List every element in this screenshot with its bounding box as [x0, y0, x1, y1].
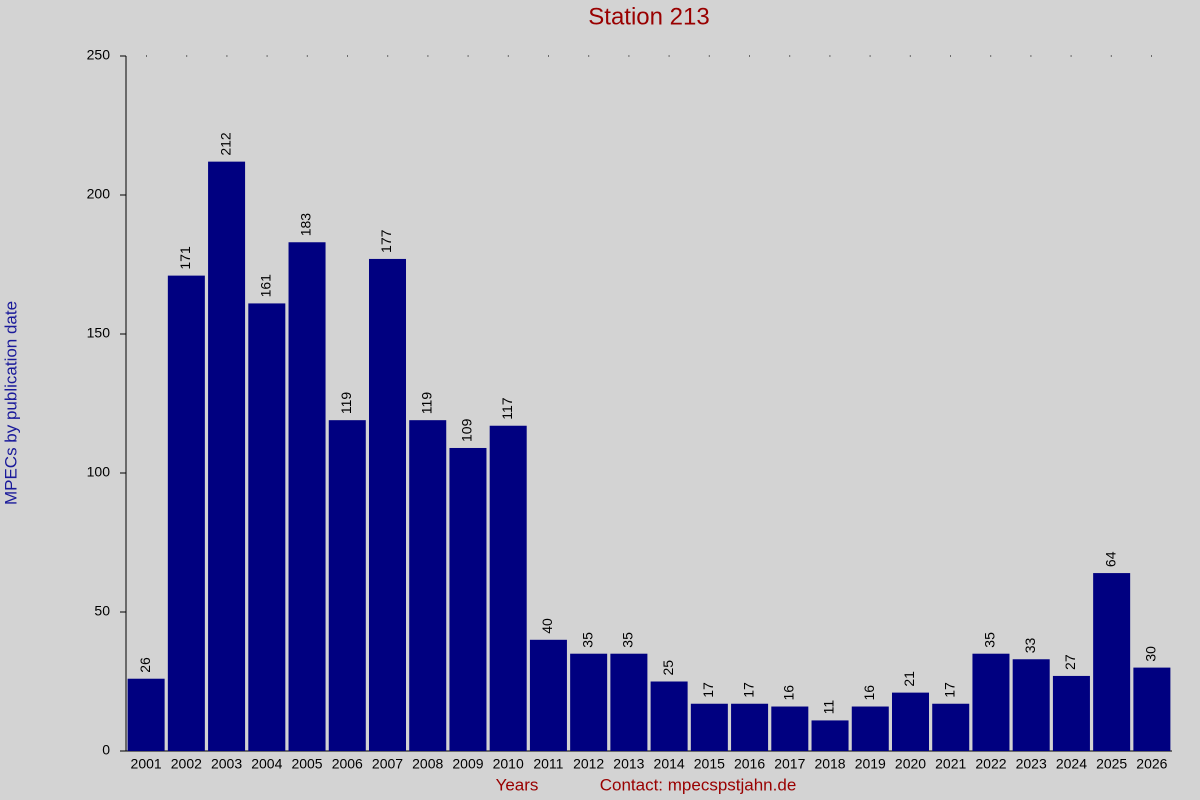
- x-tick-label: 2013: [613, 756, 644, 772]
- x-tick-label: 2016: [734, 756, 765, 772]
- y-tick-label: 0: [102, 742, 110, 758]
- value-label: 177: [378, 229, 394, 253]
- bar: [288, 242, 326, 751]
- x-tick-label: 2009: [452, 756, 483, 772]
- value-label: 25: [660, 660, 676, 676]
- x-tick-label: 2026: [1136, 756, 1167, 772]
- y-tick-label: 250: [87, 47, 111, 63]
- value-label: 117: [499, 397, 515, 420]
- x-tick-label: 2018: [814, 756, 845, 772]
- value-label: 35: [982, 632, 998, 648]
- x-tick-label: 2025: [1096, 756, 1127, 772]
- x-tick-label: 2011: [533, 756, 563, 772]
- value-label: 17: [700, 682, 716, 698]
- value-label: 161: [258, 274, 274, 298]
- x-tick-label: 2001: [131, 756, 162, 772]
- value-label: 212: [217, 132, 233, 156]
- bar: [891, 692, 930, 751]
- x-tick-label: 2008: [412, 756, 443, 772]
- bar: [690, 703, 728, 751]
- value-label: 16: [781, 685, 797, 701]
- bar: [570, 653, 608, 751]
- value-label: 64: [1102, 551, 1118, 567]
- value-label: 27: [1062, 654, 1078, 670]
- x-tick-label: 2017: [774, 756, 805, 772]
- bar: [449, 447, 487, 751]
- x-tick-label: 2005: [291, 756, 322, 772]
- bar: [529, 639, 567, 751]
- value-label: 119: [338, 392, 354, 415]
- value-label: 35: [579, 632, 595, 648]
- x-tick-label: 2024: [1056, 756, 1087, 772]
- bar: [1012, 659, 1050, 751]
- x-axis-label: Years: [496, 775, 539, 794]
- value-label: 119: [418, 392, 434, 415]
- bar: [208, 161, 246, 751]
- bar: [127, 678, 165, 751]
- x-tick-label: 2004: [251, 756, 282, 772]
- value-label: 35: [620, 632, 636, 648]
- bar: [248, 303, 286, 751]
- value-label: 11: [821, 700, 837, 715]
- x-tick-label: 2006: [332, 756, 363, 772]
- x-tick-label: 2003: [211, 756, 242, 772]
- bar: [731, 703, 769, 751]
- x-tick-label: 2020: [895, 756, 926, 772]
- value-label: 40: [539, 618, 555, 634]
- value-label: 16: [861, 685, 877, 701]
- value-label: 30: [1143, 646, 1159, 662]
- x-tick-label: 2023: [1016, 756, 1047, 772]
- bar: [650, 681, 688, 751]
- x-tick-label: 2014: [654, 756, 685, 772]
- bar: [610, 653, 648, 751]
- y-tick-label: 100: [87, 464, 111, 480]
- bar: [328, 420, 366, 751]
- bar: [409, 420, 447, 751]
- bar: [489, 425, 527, 751]
- bar: [771, 706, 809, 751]
- chart-title: Station 213: [588, 3, 709, 30]
- bar: [1093, 573, 1131, 751]
- x-tick-label: 2010: [493, 756, 524, 772]
- bar: [851, 706, 889, 751]
- bar: [972, 653, 1010, 751]
- x-tick-label: 2007: [372, 756, 403, 772]
- y-tick-label: 200: [87, 186, 111, 202]
- y-axis-label: MPECs by publication date: [1, 301, 20, 505]
- bar: [167, 275, 205, 751]
- bar: [932, 703, 970, 751]
- bar: [1052, 675, 1090, 751]
- bar: [368, 258, 407, 751]
- value-label: 171: [177, 246, 193, 270]
- y-tick-label: 50: [94, 603, 110, 619]
- value-label: 109: [459, 418, 475, 442]
- value-label: 33: [1022, 637, 1038, 653]
- x-tick-label: 2019: [855, 756, 886, 772]
- x-tick-label: 2002: [171, 756, 202, 772]
- value-label: 183: [298, 213, 314, 237]
- bar: [1133, 667, 1171, 751]
- contact: Contact: mpecspstjahn.de: [600, 775, 797, 794]
- x-tick-label: 2012: [573, 756, 604, 772]
- x-tick-label: 2022: [975, 756, 1006, 772]
- x-tick-label: 2015: [694, 756, 725, 772]
- y-tick-label: 150: [87, 325, 111, 341]
- value-label: 21: [901, 671, 917, 687]
- value-label: 17: [941, 682, 957, 698]
- bar: [811, 720, 849, 751]
- value-label: 17: [740, 682, 756, 698]
- value-label: 26: [137, 657, 153, 673]
- x-tick-label: 2021: [935, 756, 966, 772]
